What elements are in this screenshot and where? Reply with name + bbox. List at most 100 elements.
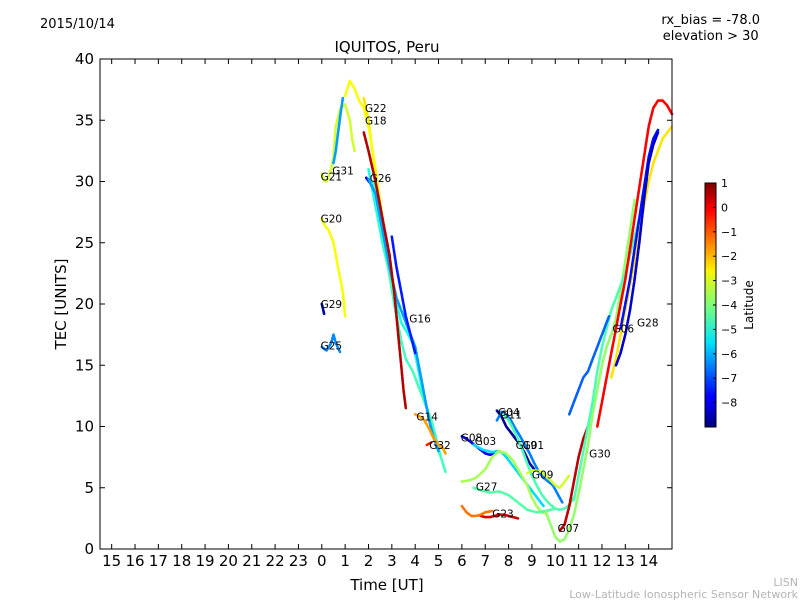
colorbar-tick-label: −5	[721, 323, 737, 336]
series-trace-g29	[320, 302, 326, 316]
series-trace-g28b	[610, 125, 674, 379]
x-tick-label: 11	[569, 552, 588, 570]
y-axis: 0 5 10 15 20 25 30 35 40	[75, 50, 672, 558]
x-tick-label: 2	[364, 552, 374, 570]
satellite-label: G01	[523, 440, 545, 452]
x-axis-label: Time [UT]	[349, 576, 423, 594]
satellite-label: G19	[516, 440, 538, 452]
x-tick-label: 14	[639, 552, 658, 570]
series-trace-g28	[596, 99, 674, 428]
y-tick-label: 10	[75, 418, 94, 436]
satellite-label: G22	[365, 103, 387, 115]
colorbar-tick-label: −7	[721, 372, 737, 385]
satellite-label: G25	[321, 341, 343, 353]
series-trace-g11	[495, 410, 564, 504]
series-trace-g06b	[568, 315, 611, 416]
series-trace-g23	[479, 513, 520, 520]
x-tick-label: 9	[527, 552, 537, 570]
chart-title: IQUITOS, Peru	[334, 38, 439, 56]
series-trace-g20	[320, 217, 347, 318]
satellite-label: G16	[409, 314, 431, 326]
x-axis: 15 16 17 18 19 20 21 22 23 0 1 2 3 4 5 6 7 8 9 10 11 12 13 14	[102, 59, 658, 570]
y-tick-label: 40	[75, 50, 94, 68]
x-tick-label: 7	[480, 552, 490, 570]
satellite-label: G23	[492, 509, 514, 521]
satellite-label: G29	[321, 299, 343, 311]
date-label: 2015/10/14	[40, 17, 115, 32]
x-tick-label: 16	[125, 552, 144, 570]
x-tick-label: 23	[289, 552, 308, 570]
satellite-label: G28	[637, 317, 659, 329]
satellite-label: G04	[498, 407, 520, 419]
network-acronym: LISN	[773, 576, 798, 589]
satellite-label: G09	[532, 469, 554, 481]
x-tick-label: 6	[457, 552, 467, 570]
y-tick-label: 5	[84, 479, 94, 497]
x-tick-label: 1	[340, 552, 350, 570]
colorbar-tick-label: 1	[721, 177, 728, 190]
satellite-label: G14	[416, 412, 438, 424]
series-trace-g27	[460, 449, 548, 515]
colorbar-tick-label: −4	[721, 299, 737, 312]
satellite-label: G20	[321, 213, 343, 225]
series-trace-g29b	[614, 131, 660, 367]
y-tick-label: 0	[84, 540, 94, 558]
y-tick-label: 30	[75, 173, 94, 191]
series-trace-g32	[425, 441, 433, 447]
colorbar-ticks: 1 0 −1 −2 −3 −4 −5 −6 −7 −8	[713, 177, 737, 410]
colorbar-tick-label: −6	[721, 348, 737, 361]
y-tick-label: 35	[75, 111, 94, 129]
series-trace-g31	[332, 96, 345, 165]
satellite-label: G21	[321, 172, 343, 184]
satellite-label: G06	[613, 324, 635, 336]
x-tick-label: 5	[434, 552, 444, 570]
x-tick-label: 21	[242, 552, 261, 570]
series-trace-g25	[320, 333, 342, 355]
satellite-label: G03	[475, 436, 497, 448]
satellite-label: G30	[589, 448, 611, 460]
satellite-label: G07	[558, 523, 580, 535]
series-trace-g28c	[619, 128, 660, 330]
colorbar-label: Latitude	[742, 280, 756, 329]
y-tick-label: 15	[75, 356, 94, 374]
x-tick-label: 15	[102, 552, 121, 570]
series-trace-g23b	[460, 504, 494, 518]
plot-frame	[99, 58, 673, 550]
satellite-label: G18	[365, 115, 387, 127]
y-tick-label: 25	[75, 234, 94, 252]
satellite-label: G32	[429, 440, 451, 452]
x-tick-label: 0	[317, 552, 327, 570]
satellite-label: G31	[332, 166, 354, 178]
x-tick-label: 17	[149, 552, 168, 570]
x-tick-label: 8	[504, 552, 514, 570]
colorbar-tick-label: −8	[721, 397, 737, 410]
series-trace-g27b	[472, 486, 557, 514]
x-tick-label: 3	[387, 552, 397, 570]
series-trace-g09	[525, 469, 571, 490]
satellite-label: G26	[370, 173, 392, 185]
series-trace-g03	[472, 443, 545, 508]
series-trace-g14	[413, 413, 447, 455]
x-tick-label: 13	[616, 552, 635, 570]
x-tick-label: 4	[410, 552, 420, 570]
satellite-label: G11	[500, 409, 522, 421]
elevation-label: elevation > 30	[662, 29, 759, 44]
x-tick-label: 12	[592, 552, 611, 570]
satellite-label: G27	[476, 482, 498, 494]
colorbar: 1 0 −1 −2 −3 −4 −5 −6 −7 −8 Latitude	[704, 177, 756, 428]
colorbar-tick-label: −3	[721, 275, 737, 288]
x-tick-label: 19	[196, 552, 215, 570]
x-tick-label: 18	[172, 552, 191, 570]
series-trace-g18b	[362, 131, 408, 410]
plot-parameters: rx_bias = -78.0 elevation > 30	[661, 13, 760, 45]
series-trace-g07	[544, 198, 636, 543]
rx-bias-label: rx_bias = -78.0	[661, 13, 760, 28]
series-trace-g21	[320, 103, 356, 183]
series-trace-g30	[558, 425, 590, 532]
network-name: Low-Latitude Ionospheric Sensor Network	[569, 588, 798, 601]
colorbar-tick-label: 0	[721, 201, 728, 214]
plot-area	[320, 79, 674, 543]
satellite-label: G08	[461, 433, 483, 445]
